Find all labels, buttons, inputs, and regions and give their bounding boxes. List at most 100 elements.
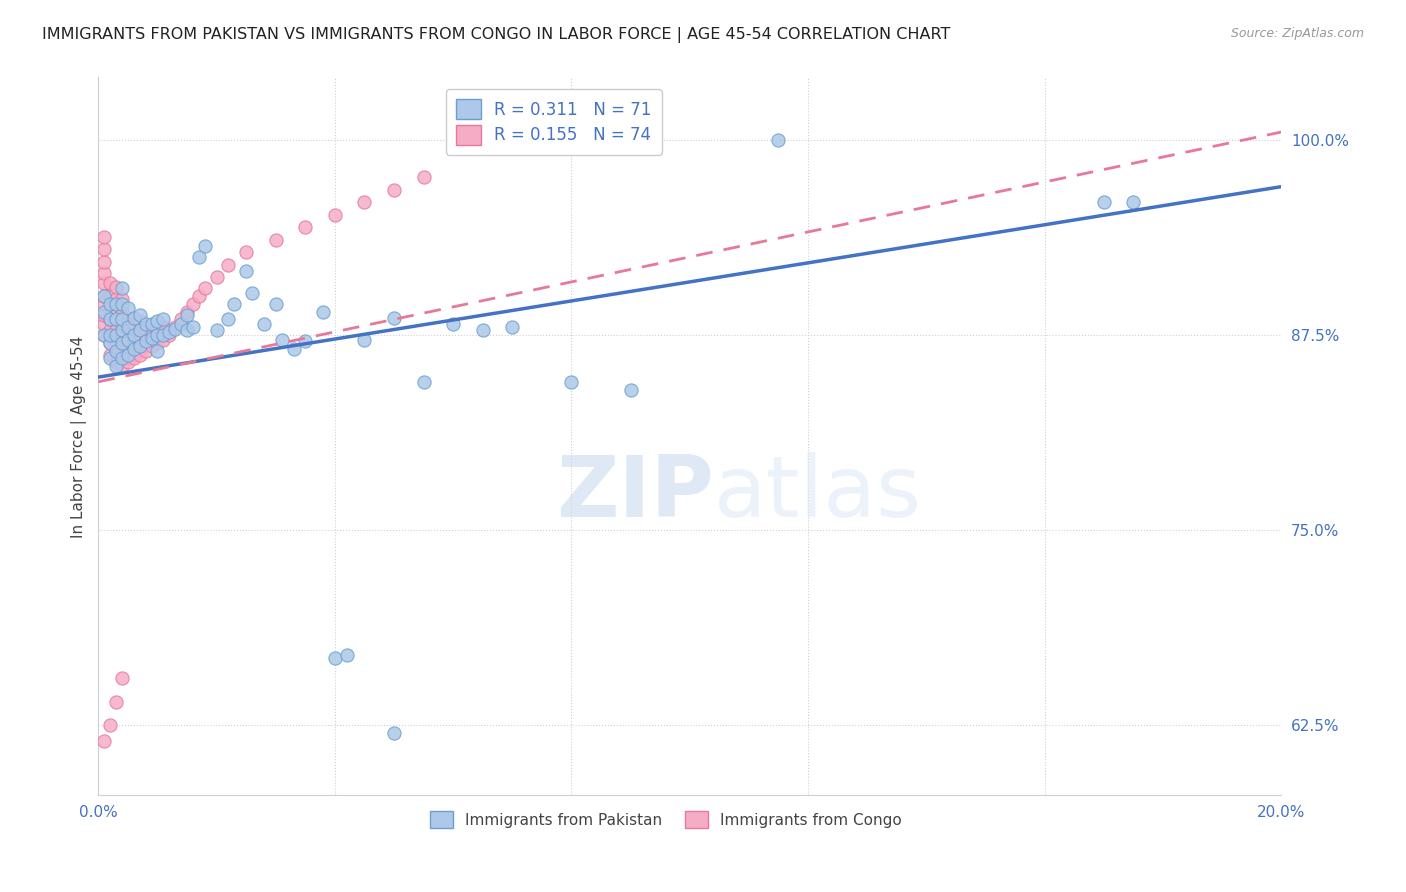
Point	[768, 133, 790, 147]
Point	[152, 312, 174, 326]
Point	[152, 333, 174, 347]
Point	[105, 297, 128, 311]
Point	[560, 375, 582, 389]
Legend: Immigrants from Pakistan, Immigrants from Congo: Immigrants from Pakistan, Immigrants fro…	[425, 805, 908, 834]
Text: IMMIGRANTS FROM PAKISTAN VS IMMIGRANTS FROM CONGO IN LABOR FORCE | AGE 45-54 COR: IMMIGRANTS FROM PAKISTAN VS IMMIGRANTS F…	[42, 27, 950, 43]
Point	[157, 328, 180, 343]
Point	[122, 328, 145, 343]
Point	[135, 343, 157, 358]
Point	[105, 328, 128, 343]
Point	[105, 323, 128, 337]
Point	[294, 334, 316, 349]
Point	[353, 333, 375, 347]
Point	[128, 323, 150, 337]
Point	[93, 277, 115, 291]
Point	[170, 312, 193, 326]
Point	[93, 289, 115, 303]
Point	[187, 289, 209, 303]
Point	[98, 323, 121, 337]
Point	[128, 348, 150, 362]
Point	[619, 383, 641, 397]
Point	[105, 695, 128, 709]
Point	[205, 270, 228, 285]
Point	[111, 671, 134, 685]
Point	[501, 320, 523, 334]
Point	[111, 297, 134, 311]
Point	[122, 328, 145, 343]
Point	[111, 312, 134, 326]
Text: Source: ZipAtlas.com: Source: ZipAtlas.com	[1230, 27, 1364, 40]
Point	[471, 323, 494, 337]
Point	[235, 245, 257, 260]
Point	[382, 183, 405, 197]
Point	[98, 297, 121, 311]
Point	[98, 289, 121, 303]
Point	[181, 320, 204, 334]
Point	[128, 326, 150, 341]
Point	[105, 279, 128, 293]
Point	[93, 308, 115, 322]
Point	[217, 312, 239, 326]
Point	[98, 348, 121, 362]
Point	[117, 348, 139, 362]
Point	[187, 250, 209, 264]
Point	[441, 317, 464, 331]
Point	[117, 323, 139, 337]
Point	[117, 354, 139, 368]
Point	[336, 648, 359, 662]
Point	[135, 333, 157, 347]
Point	[122, 310, 145, 325]
Point	[117, 333, 139, 347]
Point	[146, 335, 169, 350]
Point	[105, 354, 128, 368]
Point	[141, 339, 163, 353]
Point	[323, 651, 346, 665]
Point	[283, 342, 305, 356]
Point	[323, 208, 346, 222]
Point	[98, 301, 121, 316]
Point	[353, 195, 375, 210]
Text: ZIP: ZIP	[555, 452, 713, 535]
Point	[240, 285, 263, 300]
Point	[141, 317, 163, 331]
Point	[93, 297, 115, 311]
Point	[111, 281, 134, 295]
Point	[170, 317, 193, 331]
Point	[98, 335, 121, 350]
Point	[194, 239, 217, 253]
Point	[270, 333, 292, 347]
Point	[105, 343, 128, 358]
Point	[93, 304, 115, 318]
Point	[122, 342, 145, 356]
Point	[105, 301, 128, 316]
Point	[412, 375, 434, 389]
Point	[194, 281, 217, 295]
Point	[93, 733, 115, 747]
Text: atlas: atlas	[713, 452, 921, 535]
Point	[111, 335, 134, 350]
Point	[93, 229, 115, 244]
Point	[98, 328, 121, 343]
Point	[128, 308, 150, 322]
Point	[117, 343, 139, 358]
Point	[117, 301, 139, 316]
Point	[141, 326, 163, 341]
Point	[111, 359, 134, 374]
Point	[93, 254, 115, 268]
Point	[135, 317, 157, 331]
Point	[412, 170, 434, 185]
Point	[93, 242, 115, 256]
Point	[146, 343, 169, 358]
Point	[176, 304, 198, 318]
Point	[165, 322, 187, 336]
Point	[111, 292, 134, 306]
Point	[176, 323, 198, 337]
Point	[235, 264, 257, 278]
Point	[224, 297, 246, 311]
Point	[111, 326, 134, 341]
Point	[111, 317, 134, 331]
Point	[122, 317, 145, 331]
Point	[93, 266, 115, 280]
Point	[152, 320, 174, 334]
Point	[98, 312, 121, 326]
